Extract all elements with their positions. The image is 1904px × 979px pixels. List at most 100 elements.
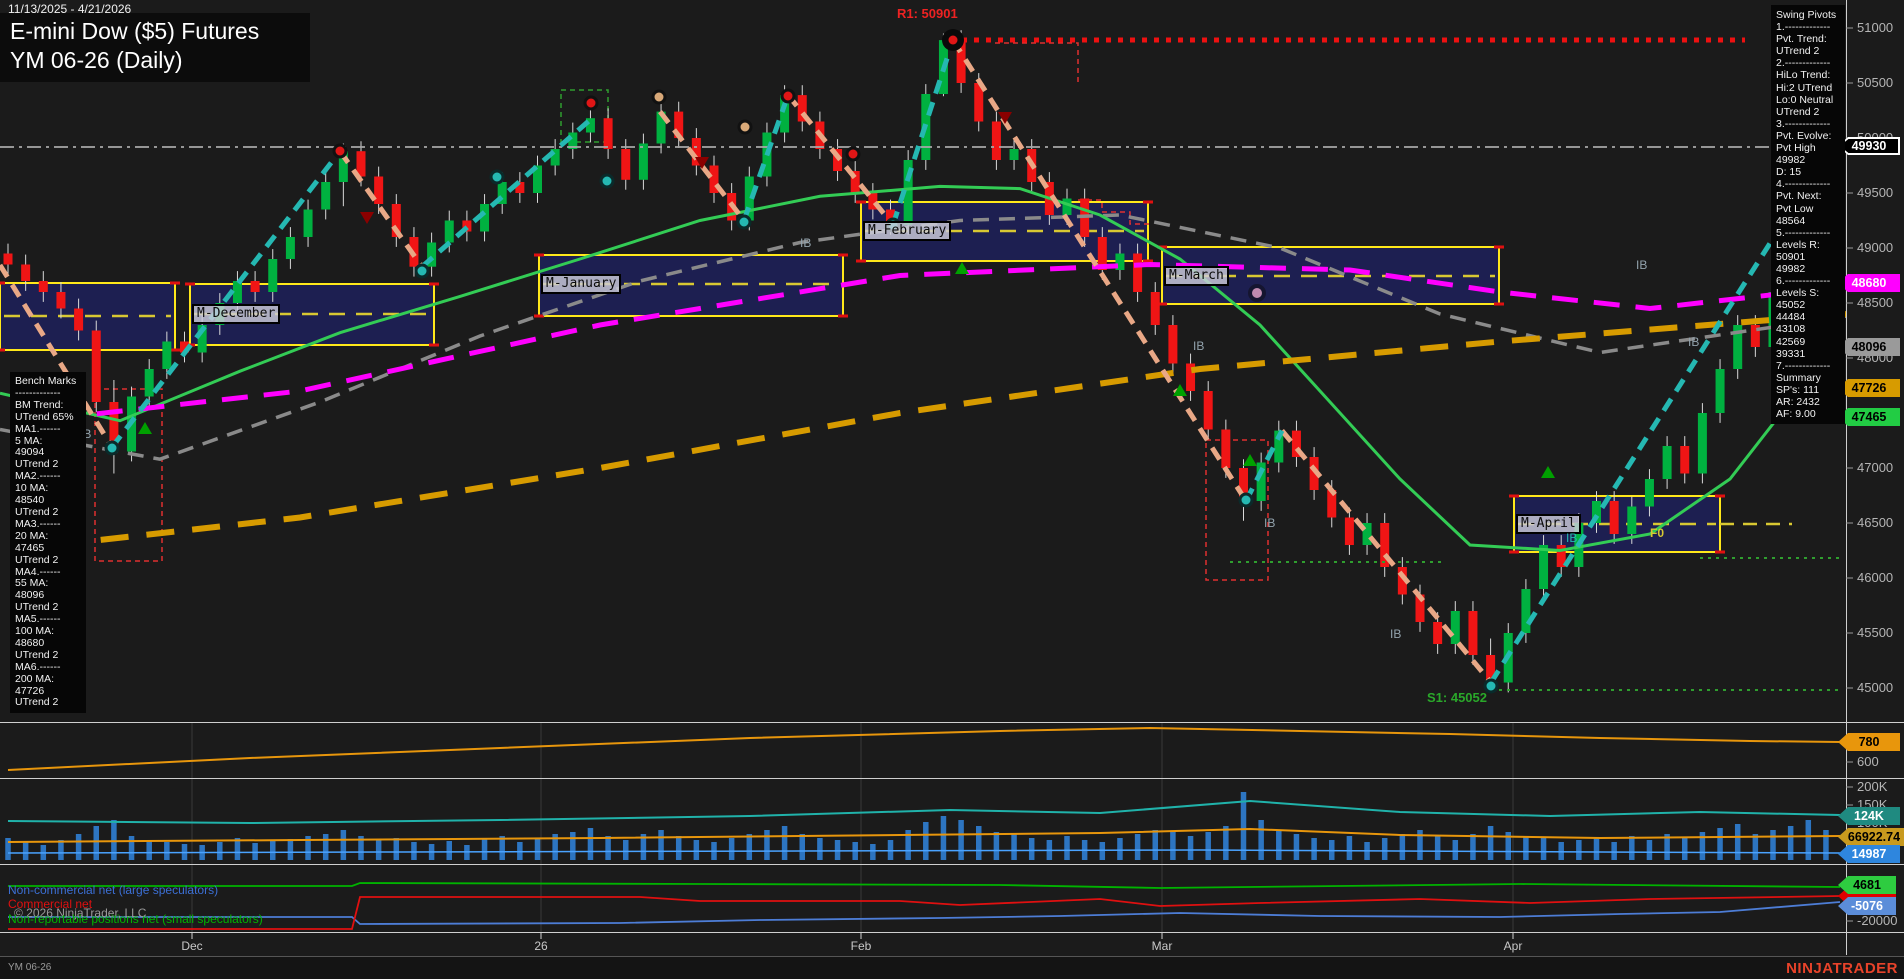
bench-marks-line: 100 MA: [15,625,55,638]
bench-marks-line: MA5.------ [15,613,61,626]
bench-marks-line: MA3.------ [15,517,61,530]
chart-title-line1: E-mini Dow ($5) Futures [10,18,260,44]
swing-pivots-line: 4.------------- [1776,178,1831,191]
ib-label: IB [1264,516,1276,530]
price-panel[interactable] [0,29,1846,694]
axis-price-tick: 45500 [1857,625,1894,640]
axis-time-tick: 26 [534,939,548,953]
r1-level-label: R1: 50901 [897,6,958,21]
axis-price-tick: 47000 [1857,460,1894,475]
swing-pivots-line: Pvt High [1776,142,1816,155]
axis-price-tick: 51000 [1857,20,1894,35]
month-range-label: M-January [541,274,622,294]
swing-pivots-line: 50901 [1776,250,1806,263]
swing-pivots-line: 42569 [1776,335,1806,348]
bench-marks-line: UTrend 2 [15,458,59,471]
swing-pivots-line: 7.------------- [1776,359,1831,372]
ib-label: IB [1566,531,1578,545]
axis-price-tick: 45000 [1857,680,1894,695]
status-symbol: YM 06-26 [8,962,52,973]
price-tag: 49930 [1838,137,1900,155]
price-tag: 124K [1838,807,1900,825]
bench-marks-line: 55 MA: [15,577,49,590]
bench-marks-line: 49094 [15,446,45,459]
cot-panel[interactable] [8,882,1841,930]
bench-marks-line: 200 MA: [15,672,55,685]
swing-pivots-line: HiLo Trend: [1776,69,1831,82]
bench-marks-line: 5 MA: [15,434,43,447]
swing-pivots-panel: Swing Pivots 1.------------- Pvt. Trend: UT… [1771,5,1845,425]
swing-pivots-line: AR: 2432 [1776,396,1820,408]
chart-canvas[interactable] [0,0,1904,955]
bench-marks-line: BM Trend: [15,398,64,411]
swing-pivots-line: Pvt Low [1776,202,1814,215]
swing-pivots-line: D: 15 [1776,166,1802,179]
axis-time-tick: Dec [181,939,203,953]
swing-pivots-line: 5.------------- [1776,226,1831,239]
bench-marks-line: 47726 [15,684,45,697]
panel-separators [0,0,1904,955]
ib-label: IB [1636,258,1648,272]
month-range-label: M-February [863,221,952,241]
bench-marks-panel: Bench Marks ------------- BM Trend: UTrend … [10,372,86,714]
bench-marks-line: UTrend 2 [15,696,59,709]
swing-pivots-line: Pvt. Evolve: [1776,129,1832,142]
bench-marks-line: MA2.------ [15,470,61,483]
swing-pivots-line: Levels S: [1776,287,1820,300]
swing-pivots-line: 3.------------- [1776,117,1831,130]
status-bar: YM 06-26 NINJATRADER [0,956,1904,979]
bench-marks-line: 48540 [15,494,45,507]
month-range-label: M-April [1516,514,1581,534]
swing-pivots-line: Lo:0 Neutral [1776,93,1834,106]
swing-pivots-line: 49982 [1776,262,1806,275]
ninjatrader-logo: NINJATRADER [1786,960,1898,977]
ib-label: IB [1390,627,1402,641]
swing-pivots-line: 6.------------- [1776,275,1831,288]
axis-price-tick: 46000 [1857,570,1894,585]
swing-pivots-line: 2.------------- [1776,57,1831,70]
axis-price-tick: 200K [1857,779,1888,794]
axis-price-tick: -20000 [1857,913,1898,928]
ib-label: IB [800,236,812,250]
swing-pivots-line: Summary [1776,371,1821,384]
month-range-label: M-December [192,304,281,324]
swing-trend-lines [0,38,1835,685]
axis-price-tick: 48500 [1857,295,1894,310]
swing-pivots-line: Levels R: [1776,238,1820,251]
axis-price-tick: 49000 [1857,240,1894,255]
axis-price-tick: 46500 [1857,515,1894,530]
price-tag: 66922.74 [1838,828,1904,846]
price-tag: 48680 [1838,274,1900,292]
swing-pivots-line: 49982 [1776,154,1806,167]
ib-label: IB [1193,339,1205,353]
bench-marks-line: MA1.------ [15,422,61,435]
volume-panel[interactable] [5,792,1841,860]
axis-price-tick: 49500 [1857,185,1894,200]
bench-marks-line: UTrend 2 [15,648,59,661]
swing-pivots-line: 39331 [1776,347,1806,360]
swing-pivots-line: AF: 9.00 [1776,408,1816,421]
swing-pivots-line: SP's: 111 [1776,383,1820,396]
month-range-label: M-March [1164,266,1229,286]
axis-price-tick: 600 [1857,754,1879,769]
copyright-text: © 2026 NinjaTrader, LLC [14,906,147,920]
indicator-panel[interactable] [7,726,1841,771]
price-tag: 14987 [1838,845,1900,863]
f0-label: F0 [1650,526,1665,540]
bench-marks-line: Bench Marks [15,375,77,387]
swing-pivots-line: 43108 [1776,323,1806,336]
swing-pivots-line: Pvt. Trend: [1776,33,1827,46]
price-tag: 780 [1838,733,1900,751]
price-tag-value: 49930 [1839,138,1899,154]
price-tag: -5076 [1838,897,1896,915]
legend-noncommercial: Non-commercial net (large speculators) [8,883,219,897]
axis-time-tick: Apr [1503,939,1523,953]
swing-pivots-line: UTrend 2 [1776,45,1820,58]
price-tag: 47726 [1838,379,1900,397]
chart-title: E-mini Dow ($5) Futures YM 06-26 (Daily) [0,13,310,82]
swing-pivots-line: 48564 [1776,214,1806,227]
bench-marks-line: ------------- [15,386,61,399]
swing-pivots-line: UTrend 2 [1776,105,1820,118]
price-tag: 47465 [1838,408,1900,426]
